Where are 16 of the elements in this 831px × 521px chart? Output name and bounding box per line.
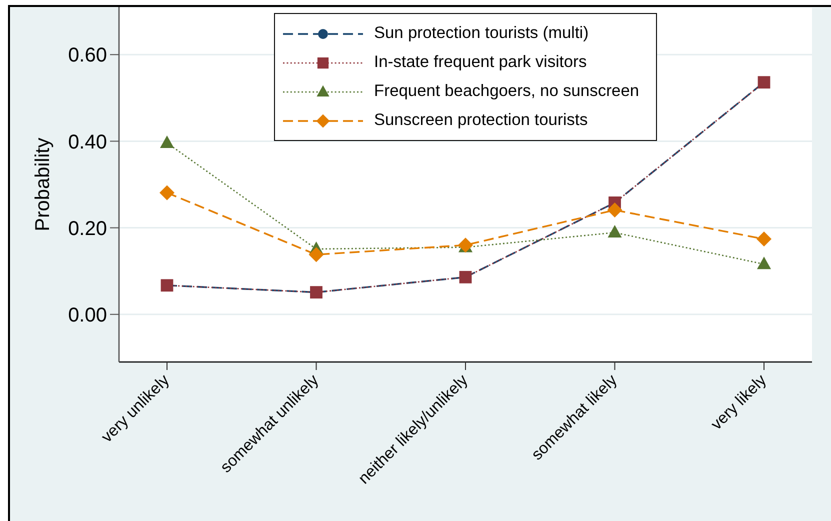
point [607,202,622,218]
y-tick-label: 0.00 [68,304,107,326]
point [160,185,174,200]
legend-label: Sun protection tourists (multi) [374,24,589,43]
legend-label: Frequent beachgoers, no sunscreen [374,82,640,101]
legend-label: In-state frequent park visitors [374,53,587,72]
y-axis-title: Probability [32,138,54,232]
point [757,256,771,270]
y-tick-label: 0.60 [68,44,107,67]
point [308,247,324,262]
y-tick-label: 0.40 [68,131,107,154]
y-tick-label: 0.20 [68,218,107,240]
point [608,225,622,238]
point [160,135,174,148]
legend-label: Sunscreen protection tourists [374,111,588,130]
point [756,232,772,247]
